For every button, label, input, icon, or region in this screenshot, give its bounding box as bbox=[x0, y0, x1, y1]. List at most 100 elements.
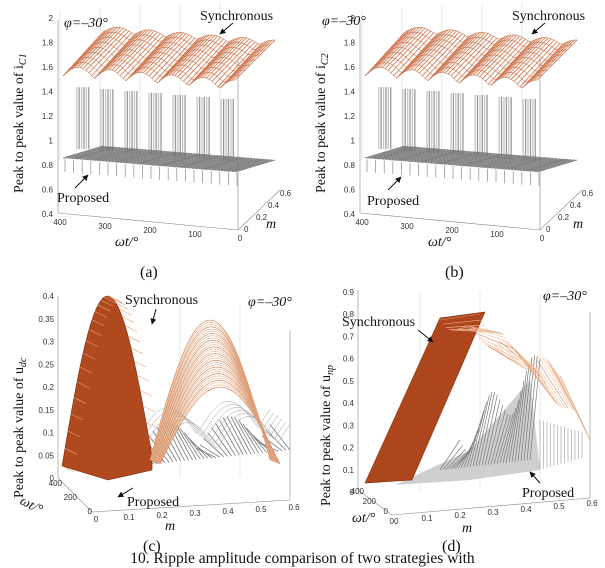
tick-label: 0 bbox=[94, 515, 99, 524]
panel-b-transition-surface bbox=[378, 87, 536, 161]
panel-b-z-ticks: 0.4 0.6 0.8 1 1.2 1.4 1.6 1.8 2 bbox=[344, 14, 356, 219]
surface-line bbox=[64, 448, 78, 455]
surface-line bbox=[456, 153, 497, 166]
panel-c-series-synchronous-label: Synchronous bbox=[125, 293, 198, 308]
surface-line bbox=[370, 146, 411, 159]
surface-line bbox=[148, 152, 190, 166]
panel-c-zlabel: Peak to peak value of udc bbox=[12, 357, 29, 498]
tick-label: 2 bbox=[49, 14, 54, 23]
surface-line bbox=[220, 158, 261, 172]
surface-line bbox=[393, 147, 434, 161]
surface-line bbox=[183, 432, 205, 460]
tick-label: 200 bbox=[445, 226, 459, 235]
surface-line bbox=[159, 384, 280, 465]
surface-line bbox=[369, 61, 543, 83]
tick-label: 100 bbox=[490, 230, 504, 239]
surface-line bbox=[94, 311, 108, 318]
surface-line bbox=[475, 333, 514, 349]
surface-line bbox=[466, 325, 505, 336]
surface-line bbox=[114, 149, 155, 163]
tick-label: 100 bbox=[188, 230, 202, 239]
tick-label: 0.2 bbox=[558, 213, 570, 222]
panel-b-label: (b) bbox=[445, 264, 464, 281]
surface-line bbox=[502, 156, 543, 170]
surface-line bbox=[405, 148, 446, 162]
surface-line bbox=[269, 424, 291, 451]
surface-line bbox=[436, 151, 477, 165]
panel-a-series-proposed-label: Proposed bbox=[57, 191, 109, 206]
surface-line bbox=[378, 316, 454, 483]
tick-label: 0.6 bbox=[280, 189, 292, 198]
surface-line bbox=[407, 312, 481, 481]
surface-line bbox=[488, 155, 529, 169]
surface-line bbox=[392, 314, 468, 482]
surface-line bbox=[82, 352, 96, 360]
surface-line bbox=[522, 158, 563, 172]
surface-line bbox=[80, 147, 121, 160]
panel-a-arrow-proposed bbox=[74, 174, 89, 189]
surface-line bbox=[127, 335, 141, 343]
surface-line bbox=[367, 317, 443, 483]
panel-c-series-proposed-label: Proposed bbox=[127, 495, 179, 510]
panel-a-series-synchronous-label: Synchronous bbox=[200, 9, 273, 24]
surface-line bbox=[117, 150, 158, 163]
surface-line bbox=[374, 316, 450, 483]
surface-line bbox=[151, 152, 192, 166]
surface-line bbox=[100, 148, 141, 162]
surface-line bbox=[186, 155, 227, 169]
surface-line bbox=[206, 157, 247, 171]
tick-label: 0.4 bbox=[268, 201, 280, 210]
surface-line bbox=[382, 147, 423, 160]
surface-line bbox=[140, 151, 181, 165]
tick-label: 0.1 bbox=[343, 466, 355, 475]
surface-line bbox=[168, 422, 189, 461]
tick-label: 0.15 bbox=[38, 406, 54, 415]
tick-label: 200 bbox=[143, 226, 157, 235]
figure-caption: 10. Ripple amplitude comparison of two s… bbox=[130, 550, 475, 567]
panel-c-arrow-synchronous bbox=[150, 308, 157, 325]
surface-line bbox=[457, 328, 497, 334]
surface-line bbox=[373, 146, 414, 160]
tick-label: 300 bbox=[400, 222, 414, 231]
surface-line bbox=[197, 156, 238, 170]
surface-line bbox=[207, 432, 228, 457]
surface-line bbox=[215, 422, 236, 456]
surface-line bbox=[171, 154, 213, 168]
tick-label: 0.1 bbox=[421, 514, 433, 523]
surface-line bbox=[168, 154, 210, 168]
surface-line bbox=[481, 341, 519, 361]
surface-line bbox=[384, 46, 558, 67]
surface-line bbox=[425, 150, 466, 164]
surface-line bbox=[70, 413, 84, 421]
surface-line bbox=[67, 61, 241, 83]
panel-c-surface-synchronous bbox=[61, 295, 281, 481]
surface-line bbox=[166, 154, 207, 167]
surface-line bbox=[511, 157, 552, 171]
surface-line bbox=[535, 358, 569, 409]
surface-line bbox=[526, 361, 560, 407]
surface-line bbox=[364, 67, 538, 88]
tick-label: 0 bbox=[238, 234, 243, 243]
surface-line bbox=[118, 308, 132, 316]
surface-line bbox=[376, 146, 417, 160]
surface-line bbox=[134, 151, 175, 165]
surface-line bbox=[541, 356, 574, 411]
surface-line bbox=[123, 150, 164, 164]
surface-line bbox=[223, 158, 264, 172]
panel-b-surface-synchronous bbox=[364, 26, 578, 88]
surface-line bbox=[155, 359, 277, 463]
surface-line bbox=[222, 417, 244, 455]
tick-label: 0.1 bbox=[123, 513, 135, 522]
panel-a-y-ticks: 0 0.20.40.6 bbox=[244, 189, 292, 234]
surface-line bbox=[499, 413, 514, 464]
surface-line bbox=[146, 152, 187, 166]
surface-line bbox=[211, 157, 253, 171]
surface-line bbox=[160, 153, 201, 167]
surface-line bbox=[439, 313, 481, 321]
surface-line bbox=[187, 437, 209, 459]
tick-label: 1 bbox=[49, 137, 54, 146]
surface-line bbox=[142, 405, 156, 413]
surface-line bbox=[499, 156, 540, 170]
tick-label: 0.2 bbox=[343, 444, 355, 453]
surface-line bbox=[390, 314, 465, 482]
